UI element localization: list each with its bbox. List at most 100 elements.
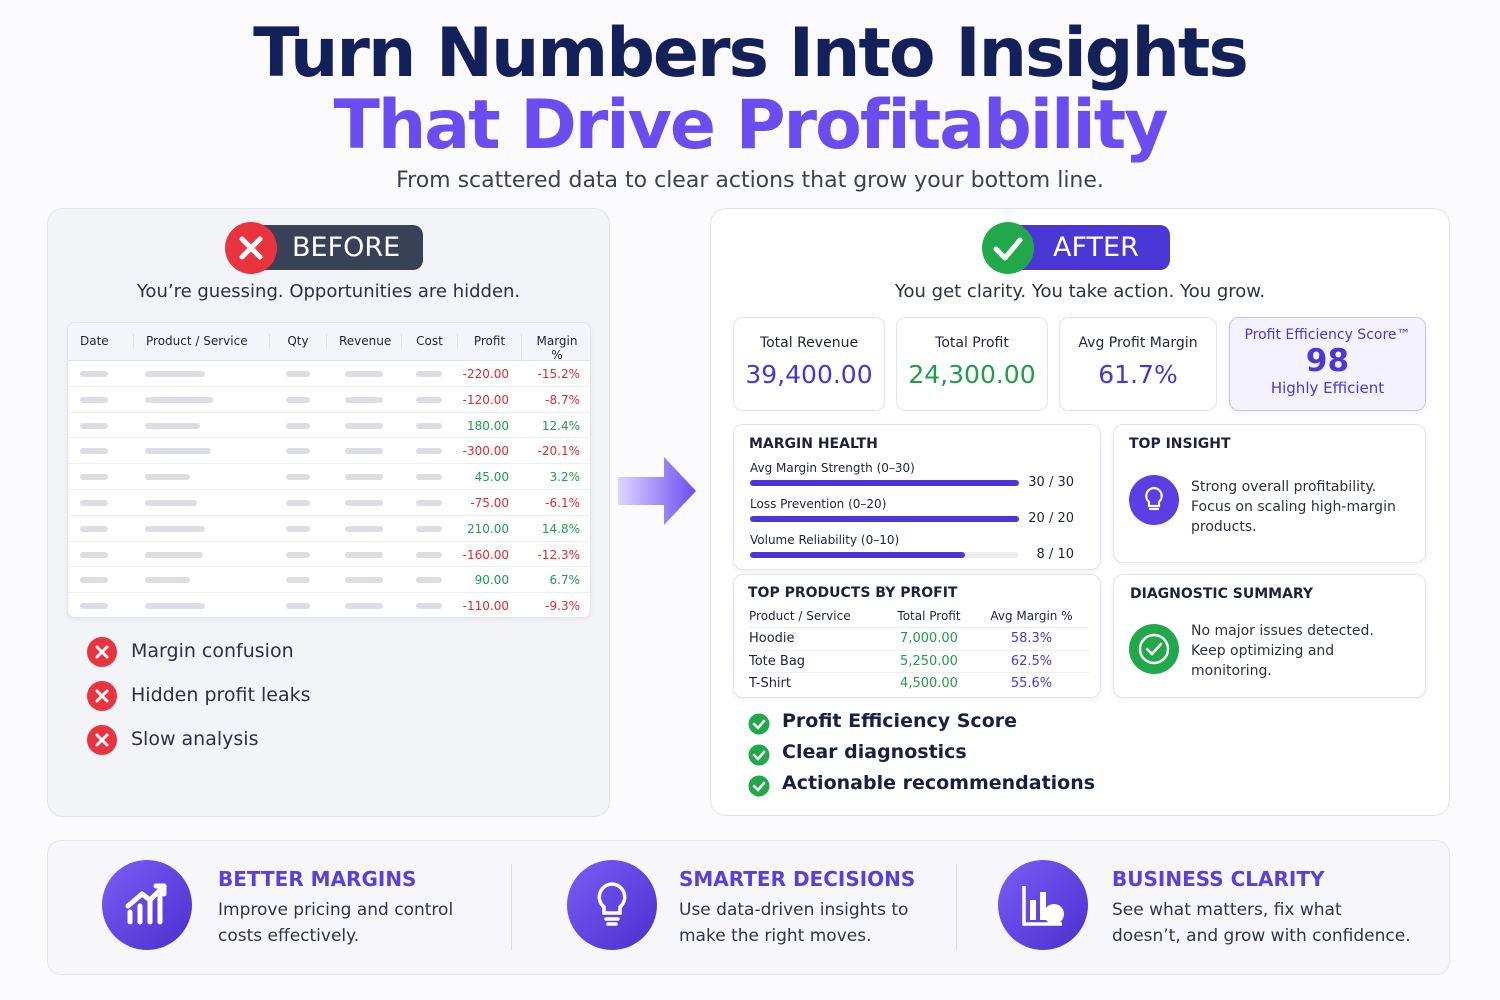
skeleton-bar <box>416 525 442 532</box>
bar <box>750 480 1019 486</box>
top-insight-card: TOP INSIGHT Strong overall profitability… <box>1113 424 1426 563</box>
before-table: Date Product / Service Qty Revenue Cost Profi… <box>67 322 591 618</box>
benefit-icon-graphic <box>567 860 657 950</box>
skeleton-bar <box>344 422 383 429</box>
column-header: Product / Service <box>133 334 269 348</box>
table-cell: 58.3% <box>1010 631 1053 646</box>
diagnostic-text: No major issues detected. Keep optimizin… <box>1191 623 1374 679</box>
column-header: Product / Service <box>749 609 851 623</box>
benefit-icon <box>102 860 192 954</box>
skeleton-bar <box>344 603 383 610</box>
metric-label: Avg Margin Strength (0–30) <box>750 461 915 475</box>
insight-text: Strong overall profitability. Focus on s… <box>1191 479 1396 535</box>
check-icon <box>1129 624 1179 674</box>
x-icon <box>86 636 118 672</box>
score-value: 98 <box>1305 343 1350 379</box>
arrow <box>618 457 696 525</box>
x-icon-graphic <box>87 681 117 711</box>
skeleton-bar <box>145 525 205 532</box>
score-label: 20 / 20 <box>1028 511 1074 526</box>
table-row: 90.00 6.7% <box>68 567 590 594</box>
table-cell: Hoodie <box>749 631 795 646</box>
skeleton-bar <box>344 371 383 377</box>
kpi-label: Total Profit <box>935 335 1009 351</box>
bar <box>750 516 1019 522</box>
column-header: Cost <box>401 334 457 348</box>
benefit-text: Use data-driven insights to make the rig… <box>679 900 909 946</box>
before-caption: You’re guessing. Opportunities are hidde… <box>136 281 521 302</box>
table-row: 45.00 3.2% <box>68 464 590 490</box>
kpi-value: 61.7% <box>1098 360 1178 389</box>
kpi-card: Total Revenue 39,400.00 <box>733 317 885 411</box>
skeleton-bar <box>80 474 108 481</box>
table-cell: -220.00 <box>462 367 509 381</box>
metric-label: Volume Reliability (0–10) <box>750 533 900 547</box>
table-cell: 12.4% <box>541 418 580 433</box>
benefits-strip <box>47 840 1450 975</box>
table-cell: 14.8% <box>541 521 580 536</box>
after-caption: You get clarity. You take action. You gr… <box>894 281 1266 302</box>
top-products-card: TOP PRODUCTS BY PROFIT Product / Service… <box>733 574 1101 698</box>
column-header: Profit <box>457 334 521 348</box>
table-cell: -120.00 <box>462 392 509 407</box>
skeleton-bar <box>80 448 108 455</box>
benefit-icon-graphic <box>102 860 192 950</box>
table-cell: -6.1% <box>545 496 580 510</box>
table-row: -220.00 -15.2% <box>68 361 590 387</box>
skeleton-bar <box>285 500 310 506</box>
table-cell: T-Shirt <box>749 676 791 691</box>
table-cell: 180.00 <box>467 418 509 433</box>
kpi-card: Total Profit 24,300.00 <box>896 317 1048 411</box>
check-icon <box>748 744 770 770</box>
title-line1: Turn Numbers Into Insights <box>253 14 1249 93</box>
benefit-title: BUSINESS CLARITY <box>1112 867 1325 891</box>
column-header: Margin % <box>521 334 590 362</box>
bulb-icon <box>1129 475 1179 525</box>
check-icon-graphic <box>748 775 770 797</box>
kpi-value: 24,300.00 <box>908 360 1036 389</box>
skeleton-bar <box>285 396 310 403</box>
score-rating: Highly Efficient <box>1270 379 1385 397</box>
column-header: Date <box>80 334 109 348</box>
skeleton-bar <box>145 396 213 403</box>
table-row: 210.00 14.8% <box>68 516 590 542</box>
row-line <box>749 672 1089 673</box>
skeleton-bar <box>145 422 200 429</box>
table-cell: -110.00 <box>462 599 509 614</box>
diagnostic-card: DIAGNOSTIC SUMMARY No major issues detec… <box>1113 574 1426 698</box>
column-header: Avg Margin % <box>990 609 1073 623</box>
kpi-card: Avg Profit Margin 61.7% <box>1059 317 1217 411</box>
feature-text: Clear diagnostics <box>782 741 967 763</box>
table-cell: -8.7% <box>545 392 580 407</box>
skeleton-bar <box>285 525 310 532</box>
table-row: -160.00 -12.3% <box>68 542 590 568</box>
table-cell: 7,000.00 <box>900 631 958 646</box>
skeleton-bar <box>80 525 108 532</box>
table-cell: -9.3% <box>545 599 580 614</box>
x-icon-graphic <box>87 637 117 667</box>
card-title: DIAGNOSTIC SUMMARY <box>1130 586 1314 602</box>
benefit-title: SMARTER DECISIONS <box>679 867 916 891</box>
skeleton-bar <box>416 577 442 584</box>
skeleton-bar <box>285 551 310 558</box>
table-cell: -12.3% <box>537 547 580 562</box>
skeleton-bar <box>416 474 442 481</box>
check-icon <box>982 222 1034 274</box>
score-label: 30 / 30 <box>1028 475 1074 490</box>
table-row: -120.00 -8.7% <box>68 387 590 413</box>
feature-text: Actionable recommendations <box>782 772 1096 794</box>
benefit-icon-graphic <box>998 860 1088 950</box>
benefit-icon <box>567 860 657 954</box>
skeleton-bar <box>416 448 442 455</box>
skeleton-bar <box>145 371 205 377</box>
skeleton-bar <box>344 396 383 403</box>
table-cell: -20.1% <box>537 444 580 459</box>
table-cell: -300.00 <box>462 444 509 459</box>
table-row: -110.00 -9.3% <box>68 593 590 617</box>
table-header: Date Product / Service Qty Revenue Cost Profi… <box>68 323 590 362</box>
skeleton-bar <box>80 422 108 429</box>
score-card: Profit Efficiency Score™ 98 Highly Effic… <box>1229 317 1426 411</box>
table-cell: 5,250.00 <box>900 653 958 669</box>
table-cell: 55.6% <box>1010 676 1053 691</box>
row-line <box>749 649 1089 651</box>
